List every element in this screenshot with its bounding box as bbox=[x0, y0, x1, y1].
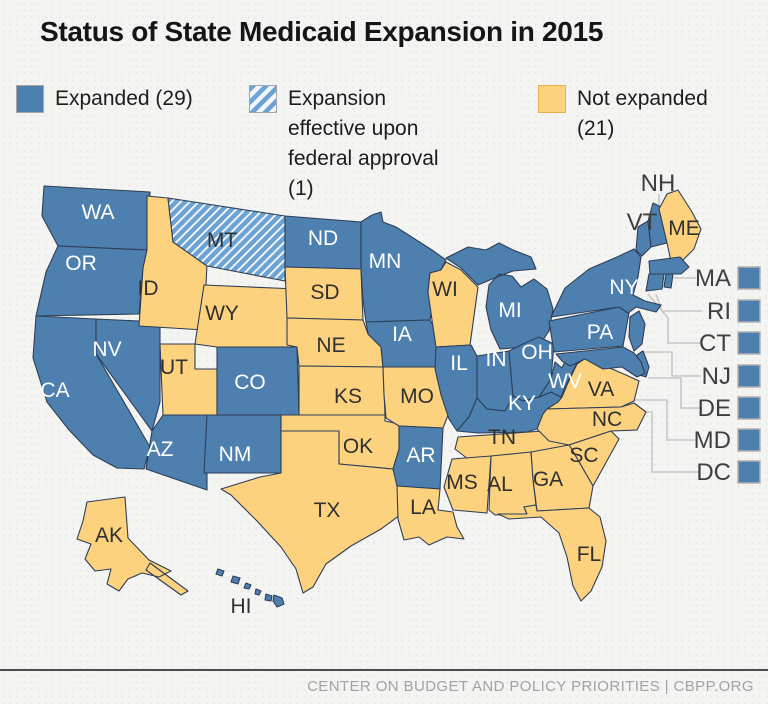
legend: Expanded (29) Expansion effective upon f… bbox=[0, 80, 768, 200]
state-label-AZ: AZ bbox=[147, 438, 174, 461]
not-expanded-swatch-icon bbox=[538, 85, 566, 113]
leader-line bbox=[634, 399, 695, 441]
state-label-AR: AR bbox=[406, 444, 435, 467]
state-label-MS: MS bbox=[446, 471, 478, 494]
state-label-HI: HI bbox=[231, 595, 252, 618]
callout-label-NJ: NJ bbox=[702, 363, 731, 390]
callout-label-DC: DC bbox=[696, 459, 731, 486]
callout-swatch-DE bbox=[737, 396, 761, 420]
state-label-FL: FL bbox=[577, 543, 602, 566]
state-label-MT: MT bbox=[207, 229, 237, 252]
state-label-MI: MI bbox=[498, 299, 521, 322]
state-label-NH: NH bbox=[641, 170, 676, 197]
callout-label-DE: DE bbox=[698, 395, 731, 422]
callout-swatch-NJ bbox=[737, 364, 761, 388]
state-label-KS: KS bbox=[334, 385, 362, 408]
state-label-OH: OH bbox=[521, 341, 553, 364]
leader-line bbox=[640, 351, 701, 377]
state-label-OK: OK bbox=[343, 435, 373, 458]
legend-label-expanded: Expanded (29) bbox=[55, 87, 193, 110]
hatched-swatch-icon bbox=[249, 85, 277, 113]
state-label-OR: OR bbox=[65, 252, 97, 275]
legend-item-not-expanded: Not expanded (21) bbox=[538, 84, 737, 144]
state-label-UT: UT bbox=[160, 356, 188, 379]
callout-swatch-RI bbox=[737, 299, 761, 323]
callout-swatch-MD bbox=[737, 428, 761, 452]
state-label-GA: GA bbox=[533, 468, 563, 491]
state-label-CO: CO bbox=[234, 371, 266, 394]
state-label-NY: NY bbox=[609, 276, 638, 299]
state-label-IA: IA bbox=[392, 323, 412, 346]
state-CT bbox=[645, 273, 665, 292]
state-label-SD: SD bbox=[310, 281, 339, 304]
state-PA bbox=[548, 306, 630, 353]
state-label-WY: WY bbox=[205, 302, 239, 325]
state-HI bbox=[215, 568, 285, 608]
callout-label-MD: MD bbox=[694, 427, 731, 454]
state-label-IL: IL bbox=[450, 352, 468, 375]
state-LA bbox=[396, 485, 465, 546]
state-MD bbox=[555, 346, 646, 378]
state-AZ bbox=[145, 414, 208, 491]
state-label-MO: MO bbox=[400, 385, 434, 408]
state-label-TX: TX bbox=[314, 499, 341, 522]
page-title: Status of State Medicaid Expansion in 20… bbox=[40, 16, 604, 47]
state-label-WA: WA bbox=[81, 201, 114, 224]
state-label-MN: MN bbox=[369, 250, 402, 273]
legend-item-expanded: Expanded (29) bbox=[16, 84, 193, 114]
state-label-IN: IN bbox=[486, 348, 507, 371]
state-NY bbox=[550, 248, 662, 318]
state-label-WV: WV bbox=[548, 370, 582, 393]
leader-line bbox=[647, 293, 701, 344]
state-NJ bbox=[628, 310, 646, 352]
callout-label-CT: CT bbox=[699, 330, 731, 357]
state-label-WI: WI bbox=[432, 278, 458, 301]
legend-item-pending: Expansion effective upon federal approva… bbox=[249, 84, 463, 204]
state-MA bbox=[648, 256, 690, 275]
footer-divider bbox=[0, 669, 768, 671]
callout-swatch-CT bbox=[737, 331, 761, 355]
state-UT bbox=[159, 343, 218, 416]
state-label-VA: VA bbox=[588, 378, 614, 401]
state-RI bbox=[663, 273, 674, 289]
state-label-KY: KY bbox=[508, 392, 536, 415]
state-label-LA: LA bbox=[410, 496, 436, 519]
state-MS bbox=[443, 455, 492, 514]
state-WI bbox=[427, 261, 479, 348]
state-label-AL: AL bbox=[487, 473, 513, 496]
callout-swatch-DC bbox=[737, 460, 761, 484]
legend-label-pending: Expansion effective upon federal approva… bbox=[288, 87, 439, 201]
state-label-ME: ME bbox=[668, 217, 700, 240]
state-label-ND: ND bbox=[308, 227, 338, 250]
state-label-NM: NM bbox=[219, 443, 252, 466]
footer-credit: CENTER ON BUDGET AND POLICY PRIORITIES |… bbox=[307, 678, 754, 695]
state-FL bbox=[497, 504, 607, 602]
callout-label-MA: MA bbox=[695, 265, 731, 292]
state-label-NC: NC bbox=[592, 408, 622, 431]
state-label-SC: SC bbox=[569, 444, 598, 467]
state-MI bbox=[445, 242, 554, 350]
leader-line bbox=[655, 293, 702, 312]
state-label-NE: NE bbox=[316, 334, 345, 357]
state-ME bbox=[658, 189, 702, 262]
state-AK bbox=[76, 496, 189, 596]
state-label-PA: PA bbox=[587, 321, 613, 344]
state-label-AK: AK bbox=[95, 524, 123, 547]
expanded-swatch-icon bbox=[16, 85, 44, 113]
state-label-ID: ID bbox=[138, 277, 159, 300]
legend-label-not-expanded: Not expanded (21) bbox=[577, 87, 708, 141]
state-label-CA: CA bbox=[40, 379, 69, 402]
leader-line bbox=[648, 377, 702, 409]
callout-label-RI: RI bbox=[707, 298, 731, 325]
state-MT bbox=[167, 197, 286, 282]
state-label-TN: TN bbox=[488, 426, 516, 449]
state-label-NV: NV bbox=[92, 338, 121, 361]
callout-swatch-MA bbox=[737, 266, 761, 290]
state-label-VT: VT bbox=[627, 209, 658, 236]
